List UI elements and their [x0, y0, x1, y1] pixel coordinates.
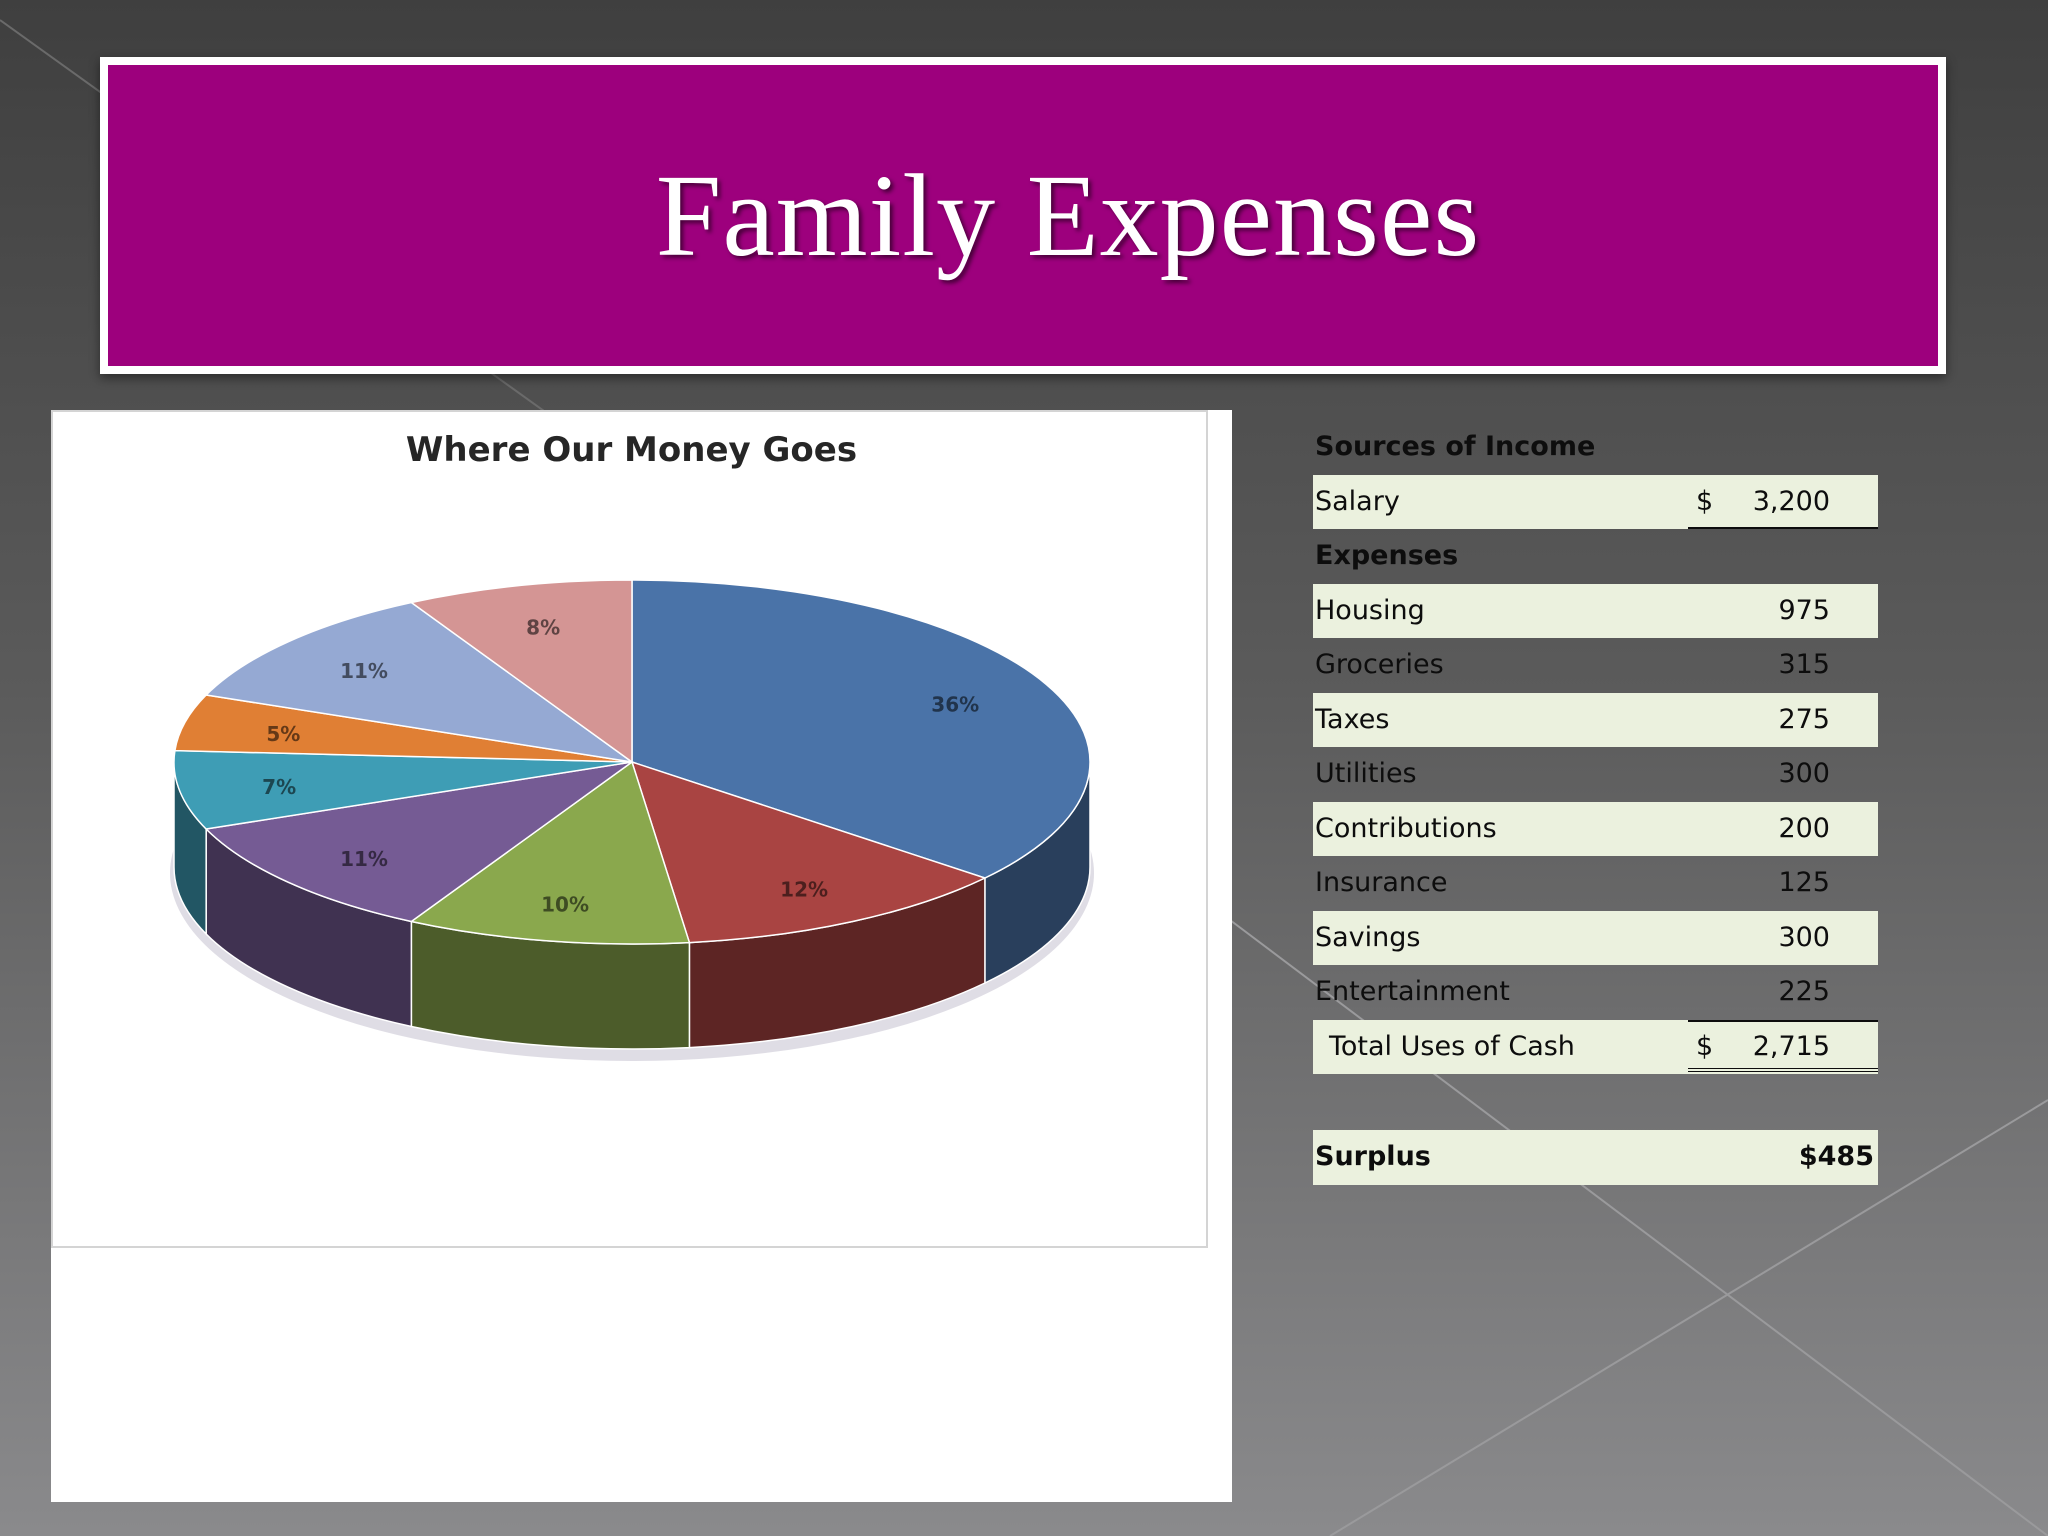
- pie-slice-label: 11%: [340, 847, 388, 871]
- expense-row: Utilities 300: [1313, 747, 1878, 802]
- expenses-header: Expenses: [1315, 540, 1459, 571]
- expense-label: Utilities: [1315, 758, 1417, 789]
- salary-label: Salary: [1315, 485, 1400, 517]
- expense-row: Insurance 125: [1313, 856, 1878, 911]
- expense-value: 200: [1778, 812, 1830, 844]
- expense-label: Taxes: [1315, 703, 1390, 735]
- expense-row: Entertainment 225: [1313, 965, 1878, 1020]
- expense-label: Savings: [1315, 921, 1421, 953]
- expense-row: Savings 300: [1313, 910, 1878, 965]
- total-row: Total Uses of Cash $ 2,715: [1313, 1019, 1878, 1074]
- pie-slice-label: 8%: [526, 615, 560, 639]
- total-double-underline: [1688, 1068, 1878, 1072]
- salary-currency: $: [1696, 485, 1714, 517]
- salary-value: 3,200: [1752, 485, 1830, 517]
- chart-panel: Where Our Money Goes 36% 12% 10% 11% 7% 5% 11%…: [51, 410, 1232, 1502]
- expense-rows: Housing 975 Groceries 315 Taxes 275 Utilities 3…: [1313, 583, 1878, 1020]
- pie-slice-label: 12%: [780, 877, 828, 901]
- expense-value: 300: [1778, 758, 1830, 789]
- income-header: Sources of Income: [1315, 431, 1596, 462]
- title-banner: Family Expenses: [100, 57, 1946, 374]
- pie-chart: 36% 12% 10% 11% 7% 5% 11% 8%: [170, 579, 1094, 1061]
- expense-label: Groceries: [1315, 649, 1444, 680]
- pie-slice: [409, 760, 691, 945]
- pie-slice: [409, 579, 633, 764]
- expense-value: 275: [1778, 703, 1830, 735]
- total-currency: $: [1696, 1030, 1714, 1062]
- income-expense-table: Sources of Income Salary $ 3,200 Expense…: [1313, 420, 1878, 1185]
- expense-value: 125: [1778, 867, 1830, 898]
- pie-slice-label: 10%: [541, 892, 589, 916]
- income-header-row: Sources of Income: [1313, 420, 1878, 475]
- expense-row: Contributions 200: [1313, 801, 1878, 856]
- chart-frame: Where Our Money Goes 36% 12% 10% 11% 7% 5% 11%…: [51, 410, 1208, 1248]
- salary-row: Salary $ 3,200: [1313, 474, 1878, 529]
- pie-slice: [204, 601, 633, 763]
- expense-value: 225: [1778, 976, 1830, 1007]
- table-spacer: [1313, 1074, 1878, 1130]
- surplus-value: $485: [1798, 1141, 1874, 1172]
- expense-value: 300: [1778, 921, 1830, 953]
- expense-row: Groceries 315: [1313, 638, 1878, 693]
- pie-slice-label: 5%: [266, 722, 300, 746]
- expense-label: Contributions: [1315, 812, 1497, 844]
- pie-slice-label: 7%: [262, 775, 296, 799]
- total-value: 2,715: [1752, 1030, 1830, 1062]
- salary-underline: [1688, 527, 1878, 529]
- expense-value: 975: [1778, 594, 1830, 626]
- total-label: Total Uses of Cash: [1329, 1030, 1575, 1062]
- pie-slice-label: 11%: [340, 659, 388, 683]
- expense-label: Entertainment: [1315, 976, 1510, 1007]
- pie-slice: [631, 579, 1091, 879]
- expense-label: Insurance: [1315, 867, 1448, 898]
- expense-row: Taxes 275: [1313, 692, 1878, 747]
- pie-slice-label: 36%: [931, 693, 979, 717]
- slide-title: Family Expenses: [655, 149, 1481, 281]
- pie-slice: [204, 761, 633, 923]
- expense-value: 315: [1778, 649, 1830, 680]
- chart-title: Where Our Money Goes: [405, 430, 858, 470]
- pie-slice: [173, 749, 633, 830]
- surplus-row: Surplus $485: [1313, 1130, 1878, 1185]
- total-top-line: [1688, 1019, 1878, 1022]
- pie-slice: [630, 760, 987, 944]
- expense-label: Housing: [1315, 594, 1425, 626]
- expense-row: Housing 975: [1313, 583, 1878, 638]
- expenses-header-row: Expenses: [1313, 529, 1878, 584]
- surplus-label: Surplus: [1315, 1141, 1431, 1172]
- pie-slice: [174, 694, 633, 763]
